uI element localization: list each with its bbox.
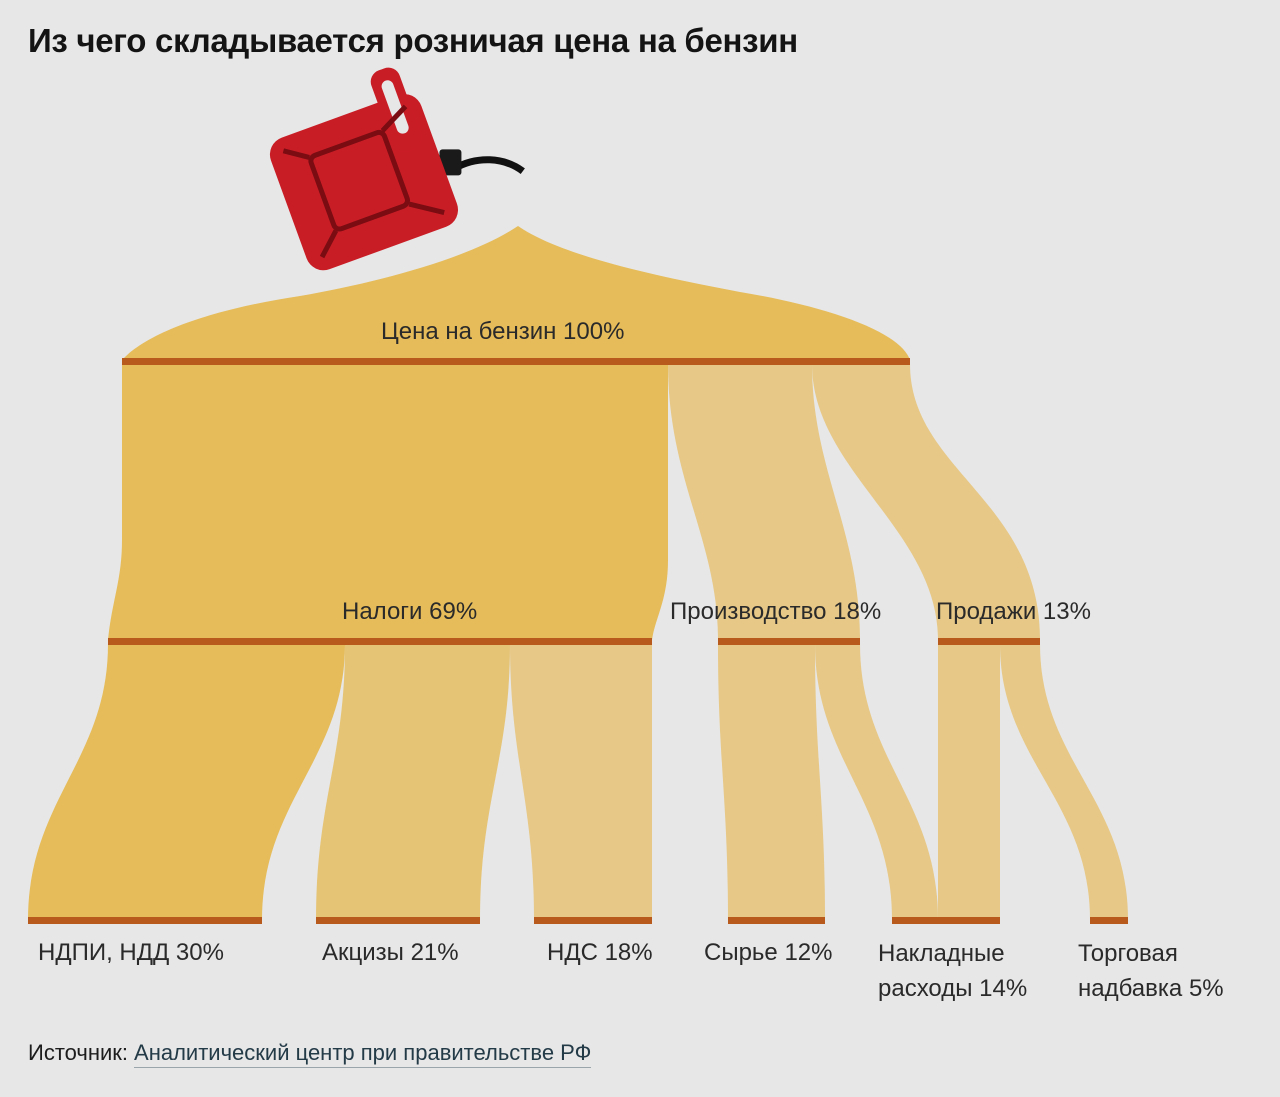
bar-markup: [1090, 917, 1128, 924]
source-label: Источник:: [28, 1040, 129, 1065]
node-label-raw: Сырье 12%: [704, 939, 833, 966]
bar-vat: [534, 917, 652, 924]
flow-excise: [316, 644, 510, 920]
node-label-markup: Торговая надбавка 5%: [1078, 936, 1224, 1006]
node-label-markup-line1: Торговая: [1078, 940, 1178, 967]
node-label-overhead: Накладные расходы 14%: [878, 936, 1027, 1006]
flow-overhead-prod: [815, 644, 938, 920]
flow-pour: [122, 226, 910, 360]
chart-title: Из чего складывается розничая цена на бе…: [28, 22, 798, 59]
flow-vat: [510, 644, 652, 920]
flow-ndpi: [28, 644, 345, 920]
bar-overhead: [892, 917, 1000, 924]
bar-production: [718, 638, 860, 645]
bar-raw: [728, 917, 825, 924]
node-label-taxes: Налоги 69%: [342, 598, 478, 625]
source-link[interactable]: Аналитический центр при правительстве РФ: [134, 1040, 592, 1068]
node-label-production: Производство 18%: [670, 598, 882, 625]
fuel-canister-icon: [269, 67, 525, 271]
node-label-markup-line2: надбавка 5%: [1078, 975, 1224, 1002]
flow-raw: [718, 644, 825, 920]
flow-taxes: [108, 364, 668, 640]
bar-taxes: [108, 638, 652, 645]
node-label-vat: НДС 18%: [547, 939, 653, 966]
node-label-excise: Акцизы 21%: [322, 939, 459, 966]
bar-sales: [938, 638, 1040, 645]
bar-excise: [316, 917, 480, 924]
flow-overhead-sales: [938, 644, 1000, 920]
bar-ndpi: [28, 917, 262, 924]
node-label-ndpi: НДПИ, НДД 30%: [38, 939, 224, 966]
node-label-overhead-line2: расходы 14%: [878, 975, 1028, 1002]
node-label-overhead-line1: Накладные: [878, 940, 1005, 967]
flow-production: [668, 364, 860, 640]
source-line: Источник: Аналитический центр при правите…: [28, 1040, 592, 1068]
flow-markup: [1000, 644, 1128, 920]
flow-sales: [812, 364, 1040, 640]
node-label-total: Цена на бензин 100%: [381, 318, 625, 345]
node-label-sales: Продажи 13%: [936, 598, 1091, 625]
bar-total: [122, 358, 910, 365]
